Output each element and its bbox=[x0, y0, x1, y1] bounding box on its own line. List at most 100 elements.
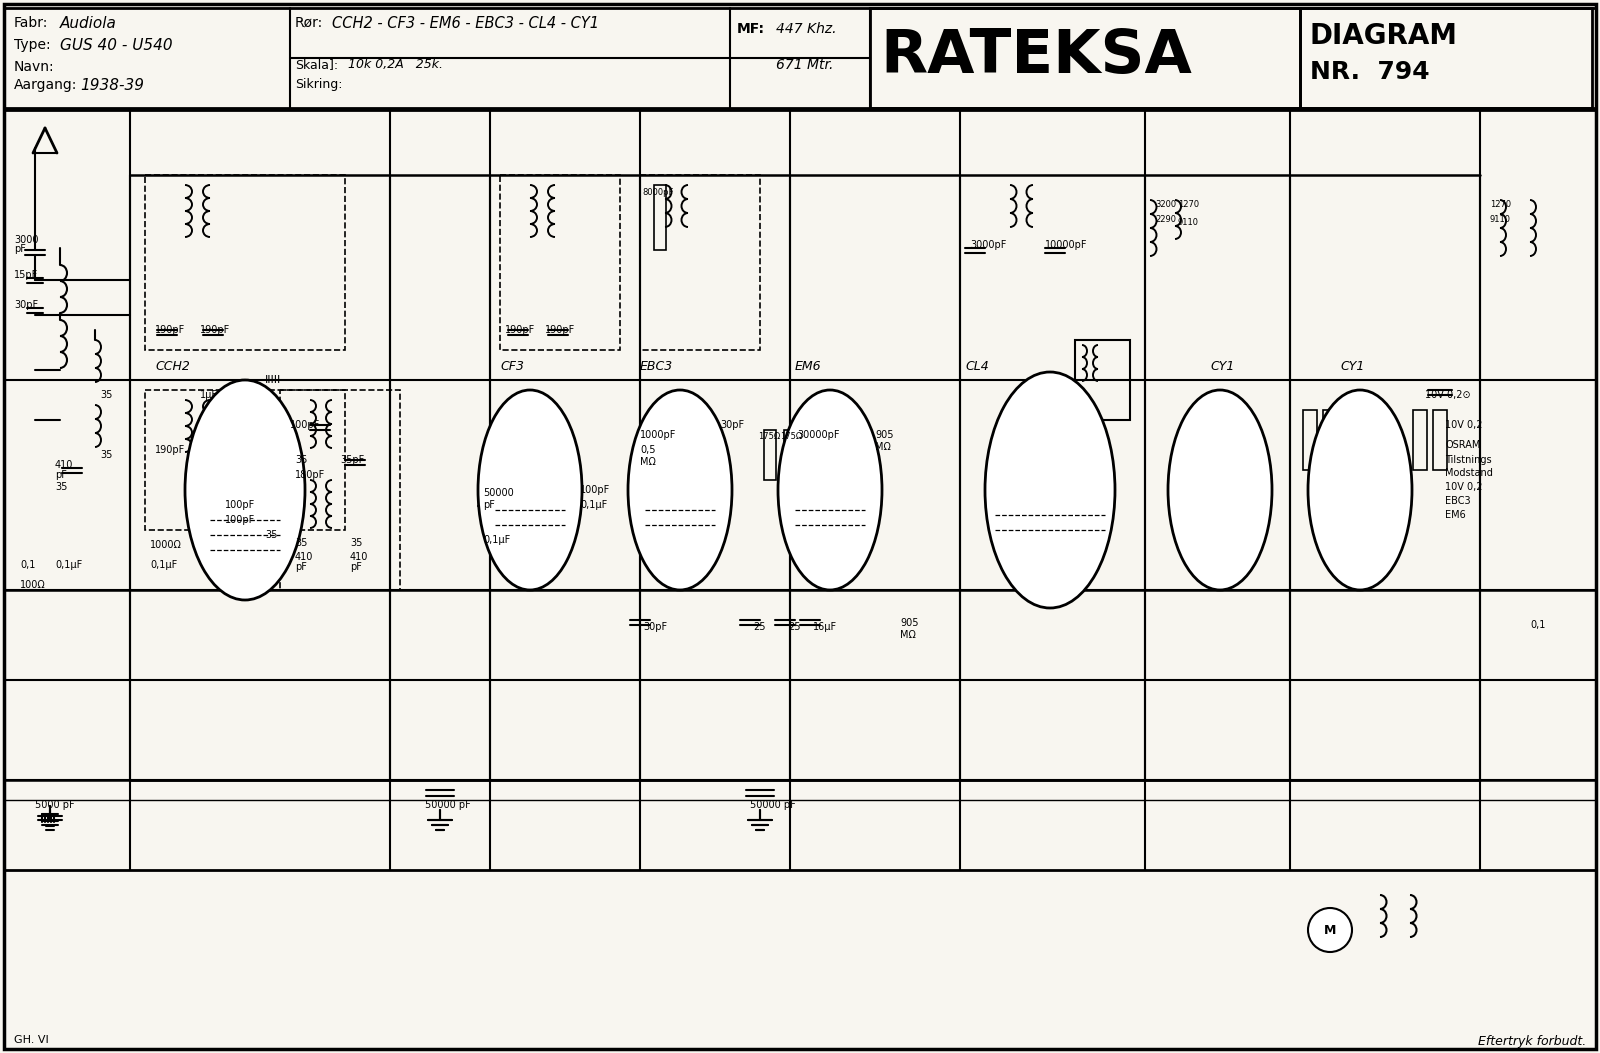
Bar bbox=[1299, 8, 1592, 108]
Text: 35: 35 bbox=[350, 538, 362, 548]
Ellipse shape bbox=[1168, 390, 1272, 590]
Text: DIAGRAM: DIAGRAM bbox=[1310, 22, 1458, 49]
Text: 0,5
MΩ: 0,5 MΩ bbox=[640, 445, 656, 466]
Text: 671 Mtr.: 671 Mtr. bbox=[776, 58, 834, 72]
Text: 50000
pF: 50000 pF bbox=[483, 488, 514, 510]
Text: EBC3: EBC3 bbox=[1445, 496, 1470, 506]
Ellipse shape bbox=[778, 390, 882, 590]
Bar bbox=[1075, 340, 1130, 420]
Text: 2290: 2290 bbox=[1155, 215, 1176, 224]
Bar bbox=[1302, 410, 1317, 470]
Ellipse shape bbox=[186, 380, 306, 600]
Text: Tilstnings: Tilstnings bbox=[1445, 455, 1491, 465]
Text: 175Ω: 175Ω bbox=[781, 432, 802, 441]
Bar bbox=[146, 175, 346, 350]
Text: 10000pF: 10000pF bbox=[1045, 240, 1088, 250]
Text: 1270: 1270 bbox=[1490, 200, 1510, 208]
Text: 1000pF: 1000pF bbox=[640, 430, 677, 440]
Text: 35: 35 bbox=[99, 450, 112, 460]
Text: 1270: 1270 bbox=[1178, 200, 1198, 208]
Text: M: M bbox=[1323, 923, 1336, 936]
Text: 190pF: 190pF bbox=[155, 445, 186, 455]
Text: CY1: CY1 bbox=[1341, 360, 1365, 373]
Text: Eftertryk forbudt.: Eftertryk forbudt. bbox=[1478, 1035, 1586, 1048]
Bar bbox=[1413, 410, 1427, 470]
Text: pF: pF bbox=[54, 470, 67, 480]
Text: 410: 410 bbox=[294, 552, 314, 562]
Text: 3200: 3200 bbox=[1155, 200, 1176, 208]
Text: 410: 410 bbox=[350, 552, 368, 562]
Bar bbox=[784, 430, 797, 480]
Text: CY1: CY1 bbox=[1210, 360, 1234, 373]
Text: 9110: 9110 bbox=[1490, 215, 1510, 224]
Bar bbox=[765, 430, 776, 480]
Text: 100pF: 100pF bbox=[226, 500, 256, 510]
Text: 30pF: 30pF bbox=[720, 420, 744, 430]
Bar bbox=[640, 175, 760, 350]
Text: GUS 40 - U540: GUS 40 - U540 bbox=[61, 38, 173, 53]
Text: Modstand: Modstand bbox=[1445, 468, 1493, 478]
Text: 180pF: 180pF bbox=[294, 470, 325, 480]
Text: 10V 0,2⊙: 10V 0,2⊙ bbox=[1426, 390, 1470, 400]
Ellipse shape bbox=[478, 390, 582, 590]
Text: 10V 0,2: 10V 0,2 bbox=[1445, 482, 1483, 492]
Ellipse shape bbox=[986, 372, 1115, 608]
Text: 35: 35 bbox=[294, 538, 307, 548]
Text: GH. VI: GH. VI bbox=[14, 1035, 48, 1045]
Text: 100Ω: 100Ω bbox=[19, 580, 46, 590]
Text: CF3: CF3 bbox=[499, 360, 525, 373]
Text: IIIII: IIIII bbox=[266, 375, 282, 385]
Text: 100pF: 100pF bbox=[226, 515, 256, 525]
Text: 175Ω: 175Ω bbox=[758, 432, 781, 441]
Bar bbox=[654, 185, 666, 250]
Bar bbox=[146, 390, 346, 530]
Text: 0,1μF: 0,1μF bbox=[579, 500, 608, 510]
Text: 50000 pF: 50000 pF bbox=[426, 800, 470, 810]
Text: 15pF: 15pF bbox=[14, 270, 38, 280]
Text: 35: 35 bbox=[99, 390, 112, 400]
Circle shape bbox=[1309, 908, 1352, 952]
Text: 25: 25 bbox=[787, 622, 800, 632]
Text: 16μF: 16μF bbox=[813, 622, 837, 632]
Text: EBC3: EBC3 bbox=[640, 360, 674, 373]
Text: 0,1: 0,1 bbox=[1530, 620, 1546, 630]
Text: Sikring:: Sikring: bbox=[294, 78, 342, 91]
Text: 1938-39: 1938-39 bbox=[80, 78, 144, 93]
Text: pF: pF bbox=[350, 562, 362, 572]
Text: Skala]:: Skala]: bbox=[294, 58, 338, 71]
Text: Audiola: Audiola bbox=[61, 16, 117, 31]
Text: 35pF: 35pF bbox=[339, 455, 365, 465]
Text: OSRAM: OSRAM bbox=[1445, 440, 1480, 450]
Text: 30000pF: 30000pF bbox=[797, 430, 840, 440]
Text: 905
MΩ: 905 MΩ bbox=[875, 430, 893, 452]
Text: 410: 410 bbox=[54, 460, 74, 470]
Ellipse shape bbox=[1309, 390, 1413, 590]
Bar bbox=[1434, 410, 1446, 470]
Text: CCH2 - CF3 - EM6 - EBC3 - CL4 - CY1: CCH2 - CF3 - EM6 - EBC3 - CL4 - CY1 bbox=[333, 16, 598, 31]
Text: RATEKSA: RATEKSA bbox=[880, 27, 1192, 86]
Text: Navn:: Navn: bbox=[14, 60, 54, 74]
Text: Rør:: Rør: bbox=[294, 16, 323, 29]
Text: 30pF: 30pF bbox=[14, 300, 38, 310]
Text: MF:: MF: bbox=[738, 22, 765, 36]
Text: pF: pF bbox=[14, 244, 26, 254]
Bar bbox=[3, 110, 1597, 870]
Text: 100pF: 100pF bbox=[579, 485, 610, 495]
Text: 5000 pF: 5000 pF bbox=[35, 800, 75, 810]
Text: 35: 35 bbox=[266, 530, 277, 540]
Text: Fabr:: Fabr: bbox=[14, 16, 48, 29]
Bar bbox=[3, 8, 1597, 108]
Text: Aargang:: Aargang: bbox=[14, 78, 77, 92]
Bar bbox=[280, 390, 400, 590]
Text: EM6: EM6 bbox=[1445, 510, 1466, 520]
Text: 0,1μF: 0,1μF bbox=[54, 560, 82, 570]
Text: 1000Ω: 1000Ω bbox=[150, 540, 182, 550]
Text: MΩ: MΩ bbox=[899, 630, 915, 640]
Text: 35: 35 bbox=[294, 455, 307, 465]
Text: 3000pF: 3000pF bbox=[970, 240, 1006, 250]
Text: 25: 25 bbox=[754, 622, 765, 632]
Text: pF: pF bbox=[294, 562, 307, 572]
Text: NR.  794: NR. 794 bbox=[1310, 60, 1430, 84]
Text: CL4: CL4 bbox=[965, 360, 989, 373]
Text: 100pF: 100pF bbox=[290, 420, 320, 430]
